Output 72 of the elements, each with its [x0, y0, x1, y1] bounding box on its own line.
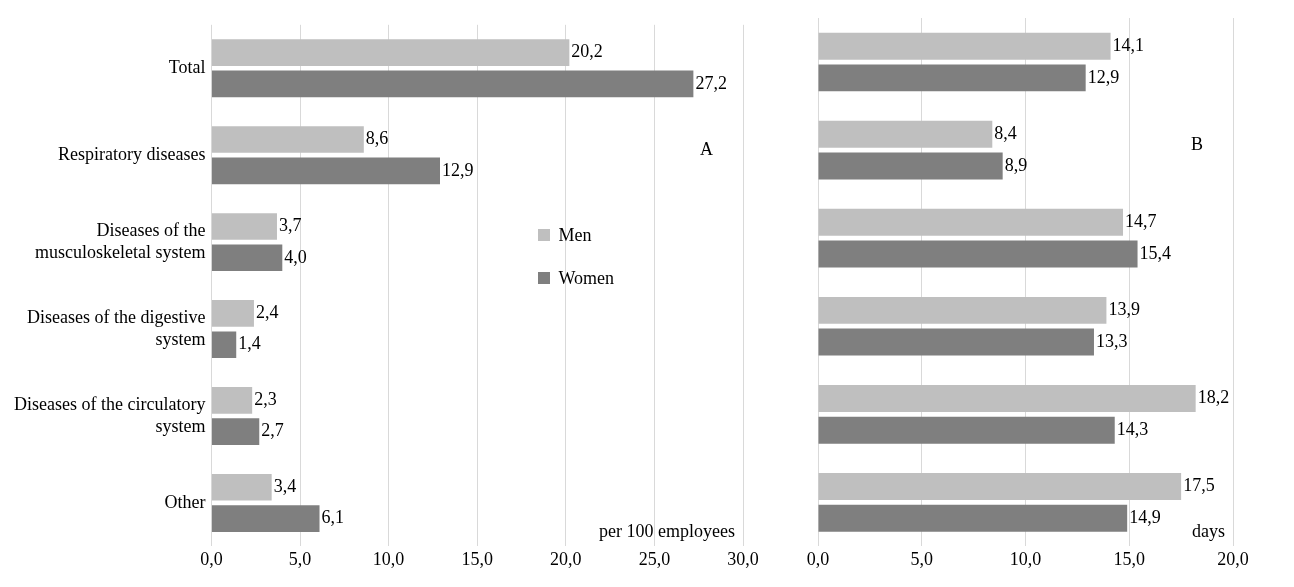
bar	[211, 505, 320, 532]
bar	[211, 387, 253, 414]
data-label: 4,0	[284, 246, 307, 267]
data-label: 13,9	[1108, 299, 1140, 320]
data-label: 8,6	[365, 128, 389, 149]
data-label: 27,2	[695, 72, 727, 93]
data-label: 3,4	[273, 476, 297, 497]
bar	[818, 32, 1111, 60]
bar	[211, 331, 237, 359]
x-tick-label: 0,0	[200, 548, 223, 569]
y-tick-label: Other	[164, 491, 206, 512]
bar	[211, 126, 364, 153]
data-label: 8,9	[1004, 154, 1028, 175]
bar	[211, 157, 440, 185]
bar	[211, 213, 277, 240]
x-tick-label: 30,0	[727, 548, 759, 569]
data-label: 12,9	[1087, 66, 1120, 87]
bar	[211, 39, 570, 66]
bar	[818, 120, 993, 148]
annotation: A	[700, 138, 713, 159]
bar	[818, 208, 1124, 236]
x-tick-label: 25,0	[638, 548, 671, 569]
x-tick-label: 5,0	[288, 548, 312, 569]
x-tick-label: 20,0	[1217, 548, 1249, 569]
data-label: 2,7	[261, 420, 284, 441]
x-tick-label: 15,0	[1113, 548, 1145, 569]
x-tick-label: 0,0	[806, 548, 830, 569]
bar	[211, 418, 260, 445]
legend-label: Men	[558, 224, 592, 246]
x-tick-label: 5,0	[910, 548, 933, 569]
data-label: 14,3	[1116, 418, 1149, 439]
bar	[818, 473, 1182, 500]
x-tick-label: 10,0	[1009, 548, 1042, 569]
data-label: 6,1	[321, 507, 345, 528]
annotation: days	[1192, 521, 1225, 542]
data-label: 12,9	[442, 159, 474, 180]
data-label: 1,4	[238, 333, 261, 354]
bar	[818, 328, 1094, 356]
data-label: 17,5	[1183, 475, 1215, 496]
bar	[818, 416, 1115, 444]
bar	[211, 473, 272, 501]
data-label: 20,2	[571, 41, 603, 62]
data-label: 14,7	[1125, 211, 1157, 232]
data-label: 14,9	[1129, 506, 1161, 527]
y-tick-label: Total	[168, 57, 206, 77]
bar	[818, 240, 1138, 268]
y-tick-label: Diseases of the circulatory system	[13, 393, 206, 436]
bar	[818, 384, 1196, 412]
legend-label: Women	[558, 267, 614, 289]
y-tick-label: Diseases of the musculoskeletal system	[34, 220, 206, 262]
data-label: 3,7	[278, 215, 302, 236]
data-label: 18,2	[1197, 387, 1230, 408]
bar	[818, 296, 1107, 324]
data-label: 14,1	[1112, 34, 1145, 55]
data-label: 2,4	[255, 302, 279, 323]
data-label: 8,4	[994, 122, 1017, 143]
bar	[818, 152, 1003, 180]
annotation: B	[1190, 133, 1203, 154]
data-label: 13,3	[1095, 330, 1128, 351]
x-tick-label: 15,0	[461, 548, 493, 569]
bar	[211, 70, 694, 98]
bar	[818, 64, 1086, 92]
y-tick-label: Respiratory diseases	[57, 143, 206, 164]
bar	[211, 300, 254, 327]
annotation: per 100 employees	[599, 521, 735, 542]
y-tick-label: Diseases of the digestive system	[26, 307, 206, 349]
x-tick-label: 20,0	[550, 548, 582, 569]
bar	[211, 244, 283, 272]
data-label: 15,4	[1139, 242, 1172, 263]
data-label: 2,3	[254, 389, 277, 410]
x-tick-label: 10,0	[372, 548, 405, 569]
bar	[818, 504, 1128, 532]
